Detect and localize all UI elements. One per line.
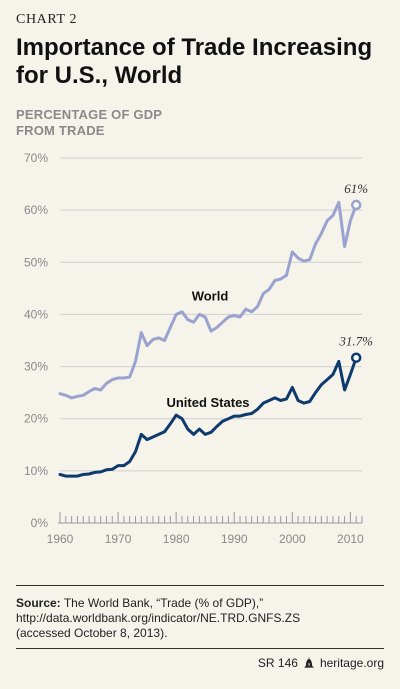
x-tick-label: 1980: [163, 532, 190, 546]
source-divider: [16, 585, 384, 586]
x-tick-label: 2000: [279, 532, 306, 546]
endpoint-marker-united-states: [350, 352, 362, 363]
liberty-bell-icon: [303, 657, 314, 668]
x-tick-label: 1990: [221, 532, 248, 546]
source-note: Source: The World Bank, “Trade (% of GDP…: [16, 596, 386, 641]
source-label: Source:: [16, 596, 61, 610]
x-tick-label: 1960: [47, 532, 74, 546]
chart-number-label: CHART 2: [16, 12, 78, 27]
y-tick-label: 60%: [24, 203, 48, 217]
y-tick-label: 20%: [24, 412, 48, 426]
line-chart: 0% 10% 20% 30% 40% 50% 60% 70% 1960 1970 1980 1990 2…: [24, 151, 373, 546]
y-tick-label: 10%: [24, 464, 48, 478]
y-tick-label: 40%: [24, 307, 48, 321]
series-label-world: World: [192, 288, 229, 303]
source-text-3: (accessed October 8, 2013).: [16, 626, 168, 640]
chart-title-line-2: for U.S., World: [16, 62, 183, 89]
y-tick-label: 0%: [31, 516, 49, 530]
y-tick-label: 30%: [24, 360, 48, 374]
endpoint-label-united-states: 31.7%: [338, 334, 373, 349]
website: heritage.org: [319, 656, 384, 670]
y-axis-label-line-2: FROM TRADE: [16, 123, 105, 138]
source-text-1: The World Bank, “Trade (% of GDP),”: [63, 596, 264, 610]
chart-title-line-1: Importance of Trade Increasing: [16, 34, 373, 61]
series-line-united-states: [58, 356, 358, 478]
chart-title: Importance of Trade Increasing for U.S.,…: [16, 34, 386, 90]
y-axis-label-line-1: PERCENTAGE OF GDP: [16, 107, 163, 122]
y-axis-label: PERCENTAGE OF GDP FROM TRADE: [16, 107, 216, 139]
footer: SR 146 heritage.org: [258, 656, 384, 670]
report-id: SR 146: [257, 656, 298, 670]
series-label-united-states: United States: [166, 395, 249, 410]
source-text-2: http://data.worldbank.org/indicator/NE.T…: [16, 611, 301, 625]
x-tick-label: 2010: [337, 532, 364, 546]
endpoint-label-world: 61%: [344, 181, 368, 196]
footer-divider: [16, 648, 384, 649]
endpoint-marker-world: [350, 199, 362, 211]
x-tick-label: 1970: [105, 532, 132, 546]
y-tick-label: 70%: [24, 151, 48, 165]
y-tick-label: 50%: [24, 255, 48, 269]
series-line-world: [58, 200, 358, 400]
